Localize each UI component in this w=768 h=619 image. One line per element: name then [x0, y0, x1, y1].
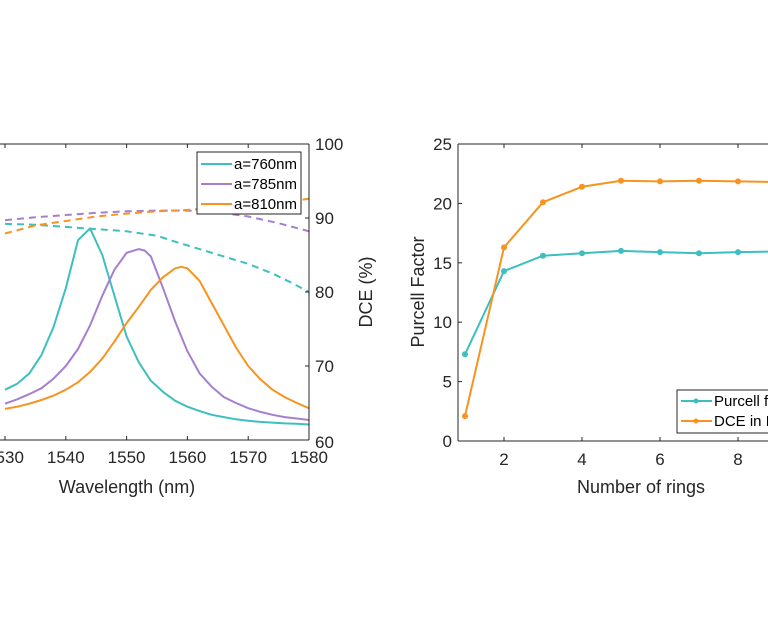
left-x-tick-label: 1540: [47, 448, 85, 467]
legend-label-purcell: Purcell f: [714, 393, 768, 410]
legend-label-a760: a=760nm: [234, 156, 297, 173]
right-series-line-1: [464, 179, 768, 417]
right-x-ticks: 2 4 6 8: [499, 144, 743, 469]
left-series-line-4: [4, 209, 310, 233]
right-y-axis-title: Purcell Factor: [408, 236, 428, 347]
right-legend: Purcell f DCE in I: [676, 389, 768, 434]
legend-marker-purcell: [693, 398, 699, 404]
left-y-tick-label: 70: [315, 357, 334, 376]
left-y-axis-title-right: DCE (%): [356, 257, 376, 328]
left-y-tick-label: 80: [315, 283, 334, 302]
right-y-tick-label: 25: [433, 135, 452, 154]
left-series-line-2: [4, 265, 310, 410]
left-x-ticks: 1530 1540 1550 1560 1570 1580: [0, 144, 328, 467]
right-series-point-0: [579, 250, 585, 257]
right-series-point-0: [462, 351, 468, 358]
right-series-point-0: [657, 249, 663, 256]
left-series-line-3: [4, 222, 310, 293]
right-series-point-1: [579, 183, 585, 190]
right-series-point-1: [618, 177, 624, 184]
right-y-ticks: 0 5 10 15 20 25: [433, 135, 462, 451]
right-series-point-1: [501, 244, 507, 251]
right-series-point-1: [540, 199, 546, 206]
legend-label-a810: a=810nm: [234, 196, 297, 213]
left-panel-wavelength: 1530 1540 1550 1560 1570 1580 60 70 80 90 100 Wav…: [0, 135, 376, 497]
right-x-tick-label: 8: [733, 450, 742, 469]
right-y-tick-label: 5: [443, 373, 452, 392]
right-series-point-0: [618, 247, 624, 254]
left-x-axis-title: Wavelength (nm): [59, 477, 195, 497]
right-x-tick-label: 6: [655, 450, 664, 469]
right-series-line-0: [464, 249, 768, 355]
left-x-tick-label: 1580: [290, 448, 328, 467]
left-y-tick-label: 60: [315, 433, 334, 452]
left-x-tick-label: 1550: [108, 448, 146, 467]
right-series-point-1: [462, 413, 468, 420]
left-legend: a=760nm a=785nm a=810nm: [196, 151, 302, 215]
left-x-tick-label: 1570: [229, 448, 267, 467]
left-series-group: [4, 197, 310, 426]
left-series-line-0: [4, 227, 310, 426]
right-y-tick-label: 15: [433, 254, 452, 273]
right-series-point-1: [696, 177, 702, 184]
left-y-tick-label: 100: [315, 135, 343, 154]
right-y-tick-label: 10: [433, 313, 452, 332]
right-legend-box: [676, 389, 768, 434]
right-series-point-0: [696, 250, 702, 257]
legend-marker-dce: [693, 418, 699, 424]
right-series-point-1: [735, 178, 741, 185]
legend-label-a785: a=785nm: [234, 176, 297, 193]
right-panel-rings: 2 4 6 8 0 5 10 15 20 25 Number of rings Purcell …: [408, 135, 768, 497]
left-y-ticks-right: 60 70 80 90 100: [305, 135, 343, 452]
right-series-point-1: [657, 178, 663, 185]
right-x-tick-label: 2: [499, 450, 508, 469]
right-x-tick-label: 4: [577, 450, 586, 469]
legend-label-dce: DCE in I: [714, 413, 768, 430]
right-y-tick-label: 0: [443, 432, 452, 451]
right-series-group: [462, 177, 768, 420]
left-x-tick-label: 1530: [0, 448, 24, 467]
right-series-point-0: [501, 268, 507, 275]
right-y-tick-label: 20: [433, 194, 452, 213]
right-series-point-0: [540, 252, 546, 259]
left-y-tick-label: 90: [315, 209, 334, 228]
right-x-axis-title: Number of rings: [577, 477, 705, 497]
right-series-point-0: [735, 249, 741, 256]
left-x-tick-label: 1560: [168, 448, 206, 467]
left-series-line-1: [4, 248, 310, 421]
